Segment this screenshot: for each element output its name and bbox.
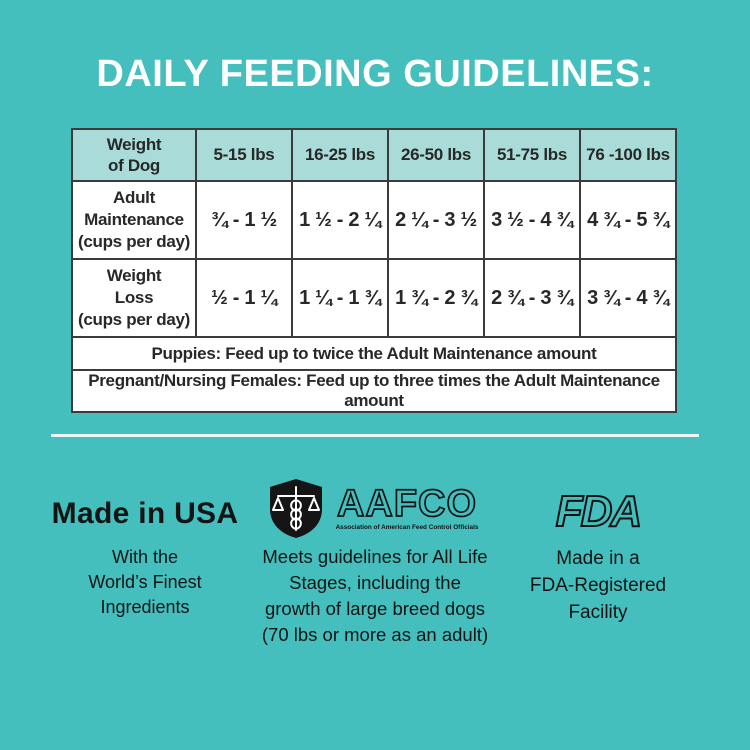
aafco-description: Meets guidelines for All Life Stages, in… [261, 546, 489, 645]
table-note-row-pregnant: Pregnant/Nursing Females: Feed up to thr… [71, 369, 677, 413]
cell-value: 1 ¾ - 2 ¾ [387, 258, 485, 338]
cell-value: 2 ¼ - 3 ½ [387, 180, 485, 260]
aafco-tagline-text: Association of American Feed Control Off… [335, 524, 478, 531]
table-row-adult-maintenance: Adult Maintenance (cups per day) ¾ - 1 ½… [71, 180, 677, 260]
aafco-block: AAFCO Association of American Feed Contr… [248, 477, 502, 648]
made-in-usa-title: Made in USA [51, 497, 239, 530]
table-row-weight-loss: Weight Loss (cups per day) ½ - 1 ¼ 1 ¼ -… [71, 258, 677, 338]
page-title: DAILY FEEDING GUIDELINES: [96, 53, 654, 95]
aafco-wordmark: AAFCO Association of American Feed Contr… [335, 482, 478, 531]
note-pregnant-nursing: Pregnant/Nursing Females: Feed up to thr… [71, 369, 677, 413]
header-26-50-lbs: 26-50 lbs [387, 128, 485, 182]
cell-value: 1 ¼ - 1 ¾ [291, 258, 389, 338]
note-puppies: Puppies: Feed up to twice the Adult Main… [71, 336, 677, 371]
feeding-guidelines-table: Weight of Dog 5-15 lbs 16-25 lbs 26-50 l… [71, 128, 677, 413]
header-76-100-lbs: 76 -100 lbs [579, 128, 677, 182]
header-weight-of-dog: Weight of Dog [71, 128, 197, 182]
row-label-adult-maintenance: Adult Maintenance (cups per day) [71, 180, 197, 260]
fda-wordmark-text: FDA [556, 489, 640, 535]
fda-block: FDA Made in a FDA-Registered Facility [502, 486, 694, 626]
made-in-usa-block: Made in USA With the World’s Finest Ingr… [28, 497, 262, 620]
header-16-25-lbs: 16-25 lbs [291, 128, 389, 182]
cell-value: ½ - 1 ¼ [195, 258, 293, 338]
fda-description: Made in a FDA-Registered Facility [529, 548, 667, 623]
cell-value: 3 ½ - 4 ¾ [483, 180, 581, 260]
cell-value: ¾ - 1 ½ [195, 180, 293, 260]
header-5-15-lbs: 5-15 lbs [195, 128, 293, 182]
divider-line [51, 434, 699, 437]
cell-value: 4 ¾ - 5 ¾ [579, 180, 677, 260]
aafco-shield-icon [269, 479, 322, 538]
header-51-75-lbs: 51-75 lbs [483, 128, 581, 182]
row-label-weight-loss: Weight Loss (cups per day) [71, 258, 197, 338]
table-note-row-puppies: Puppies: Feed up to twice the Adult Main… [71, 336, 677, 371]
aafco-wordmark-text: AAFCO [336, 483, 476, 525]
cell-value: 3 ¾ - 4 ¾ [579, 258, 677, 338]
table-header-row: Weight of Dog 5-15 lbs 16-25 lbs 26-50 l… [71, 128, 677, 182]
made-in-usa-subtitle: With the World’s Finest Ingredients [88, 547, 202, 617]
cell-value: 1 ½ - 2 ¼ [291, 180, 389, 260]
aafco-logo: AAFCO Association of American Feed Contr… [248, 477, 502, 540]
fda-logo: FDA [555, 486, 643, 537]
cell-value: 2 ¾ - 3 ¾ [483, 258, 581, 338]
